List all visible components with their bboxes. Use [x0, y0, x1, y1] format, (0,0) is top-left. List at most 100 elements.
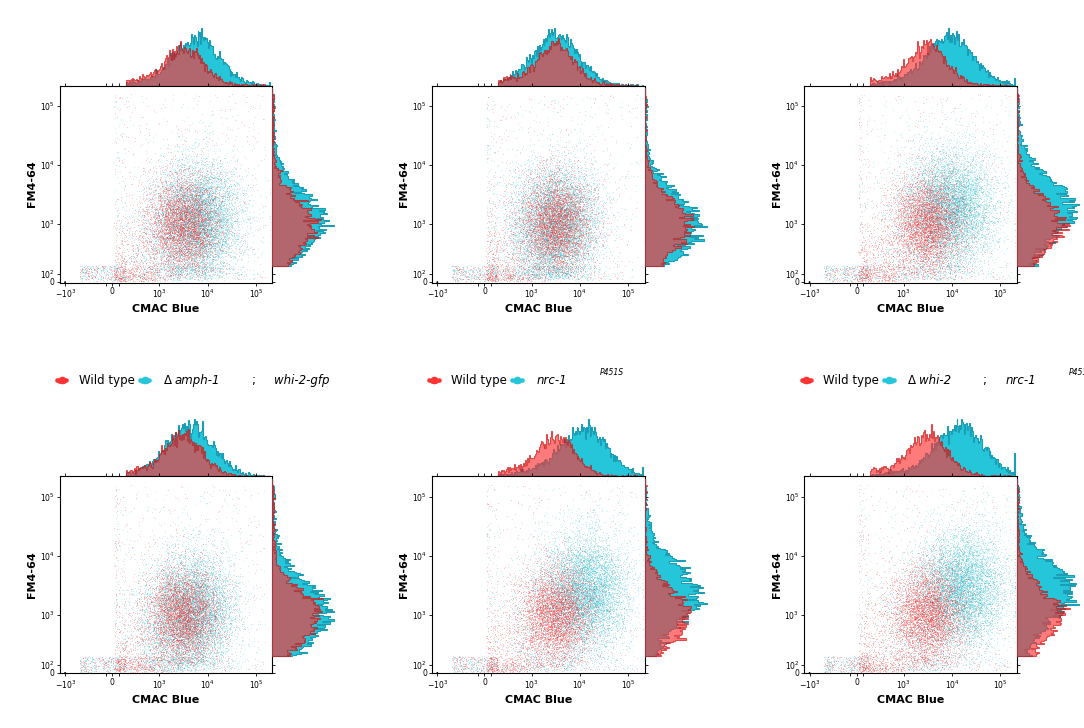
Point [534, 175, 552, 186]
Point [165, 213, 182, 225]
Point [544, 641, 562, 653]
Point [154, 226, 171, 238]
Point [901, 214, 918, 226]
Point [217, 578, 234, 590]
Point [927, 198, 944, 210]
Point [571, 606, 589, 617]
Point [945, 660, 963, 672]
Point [167, 591, 184, 603]
Point [162, 220, 179, 232]
Point [172, 216, 190, 228]
Point [521, 168, 539, 180]
Point [958, 264, 976, 275]
Point [977, 581, 994, 593]
Point [569, 216, 586, 228]
Point [904, 266, 921, 277]
Point [537, 208, 554, 220]
Point [532, 236, 550, 248]
Point [107, 653, 125, 665]
Point [153, 203, 170, 215]
Point [195, 199, 212, 211]
Point [224, 253, 242, 264]
Point [156, 622, 173, 634]
Point [585, 590, 603, 602]
Point [955, 229, 972, 240]
Point [207, 183, 224, 194]
Point [188, 636, 205, 648]
Point [592, 584, 609, 596]
Point [210, 582, 228, 593]
Point [916, 236, 933, 248]
Point [504, 242, 521, 254]
Point [560, 235, 578, 247]
Point [211, 641, 229, 652]
Point [529, 234, 546, 246]
Point [581, 594, 598, 606]
Point [615, 597, 632, 609]
Point [981, 207, 998, 219]
Point [494, 169, 512, 181]
Point [592, 575, 609, 587]
Point [887, 180, 904, 191]
Point [543, 253, 560, 265]
Point [922, 654, 940, 665]
Point [560, 203, 578, 215]
Point [545, 197, 563, 208]
Point [956, 211, 973, 223]
Point [946, 195, 964, 207]
Point [999, 561, 1017, 572]
Point [584, 625, 602, 637]
Point [988, 273, 1005, 285]
Point [890, 661, 907, 673]
Point [579, 600, 596, 612]
Point [145, 217, 163, 229]
Point [902, 194, 919, 206]
Point [579, 607, 596, 619]
Point [207, 576, 224, 587]
Point [545, 253, 563, 264]
Point [937, 213, 954, 224]
Point [506, 234, 524, 245]
Point [182, 612, 199, 623]
Point [520, 502, 538, 513]
Point [186, 642, 204, 654]
Point [578, 638, 595, 649]
Point [540, 243, 557, 255]
Point [902, 235, 919, 247]
Point [591, 591, 608, 603]
Point [545, 221, 563, 233]
Point [179, 604, 196, 615]
Point [111, 662, 128, 674]
Point [595, 633, 612, 645]
Point [534, 237, 552, 248]
Point [94, 272, 112, 283]
Point [172, 646, 190, 658]
Point [913, 571, 930, 582]
Point [945, 580, 963, 592]
Point [539, 213, 556, 224]
Point [236, 227, 254, 239]
Point [931, 620, 948, 632]
Point [990, 577, 1007, 588]
Point [136, 651, 153, 662]
Point [186, 226, 204, 237]
Point [560, 599, 578, 611]
Point [143, 631, 160, 643]
Point [960, 203, 978, 215]
Point [917, 267, 934, 279]
Point [546, 230, 564, 242]
Point [901, 255, 918, 266]
Point [572, 194, 590, 205]
Point [179, 210, 196, 222]
Point [184, 631, 202, 643]
Point [599, 614, 617, 625]
Point [509, 212, 527, 223]
Point [927, 607, 944, 619]
Point [937, 194, 954, 205]
Point [541, 220, 558, 232]
Point [202, 582, 219, 594]
Point [938, 593, 955, 605]
Point [183, 628, 201, 639]
Point [978, 609, 995, 621]
Point [188, 247, 205, 258]
